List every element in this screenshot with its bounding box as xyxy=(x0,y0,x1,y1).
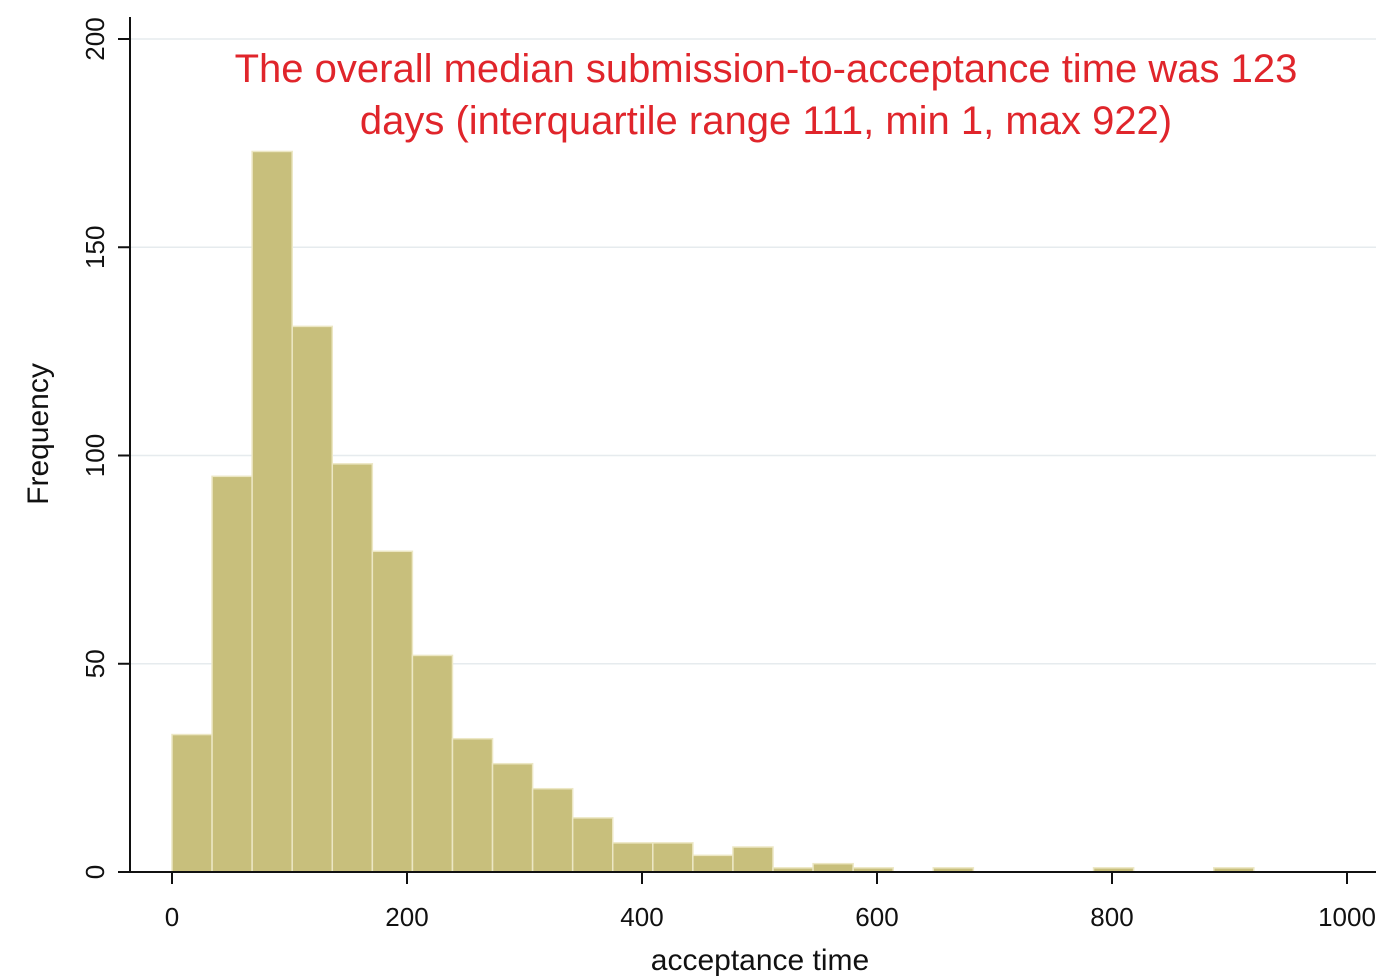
histogram-bar-13 xyxy=(692,854,734,873)
histogram-bar-4 xyxy=(331,463,374,873)
histogram-bar-7 xyxy=(451,737,494,873)
y-tick-label-0: 0 xyxy=(80,865,110,879)
axes xyxy=(129,17,1376,873)
y-tick-label-150: 150 xyxy=(80,226,110,269)
histogram-bar-11 xyxy=(611,842,654,873)
histogram-bar-5 xyxy=(371,550,414,873)
y-axis-title: Frequency xyxy=(22,363,55,505)
histogram-bar-16 xyxy=(812,862,854,873)
histogram-bar-6 xyxy=(411,654,454,873)
x-tick-label-400: 400 xyxy=(620,902,663,932)
y-tick-label-50: 50 xyxy=(80,649,110,678)
annotation-line-2: days (interquartile range 111, min 1, ma… xyxy=(360,99,1172,143)
histogram-bar-2 xyxy=(251,150,293,873)
histogram-bar-12 xyxy=(652,842,694,873)
histogram-bar-0 xyxy=(171,733,213,873)
histogram-bar-1 xyxy=(211,475,253,873)
x-tick-label-800: 800 xyxy=(1090,902,1133,932)
x-axis-title: acceptance time xyxy=(651,944,869,977)
histogram-bar-3 xyxy=(291,325,334,873)
x-tick-label-600: 600 xyxy=(855,902,898,932)
histogram-bars xyxy=(171,150,1255,873)
x-tick-label-1000: 1000 xyxy=(1318,902,1376,932)
annotation-line-1: The overall median submission-to-accepta… xyxy=(235,47,1298,91)
histogram-bar-8 xyxy=(491,762,534,873)
x-tick-label-200: 200 xyxy=(385,902,428,932)
gridlines xyxy=(130,38,1376,665)
x-tick-label-0: 0 xyxy=(165,902,179,932)
histogram-bar-9 xyxy=(531,787,574,873)
y-tick-label-100: 100 xyxy=(80,434,110,477)
histogram-bar-14 xyxy=(732,846,774,873)
y-tick-label-200: 200 xyxy=(80,17,110,60)
histogram-bar-10 xyxy=(571,817,614,873)
tick-marks-and-labels: 0 200 400 600 800 1000 0 50 100 150 200 xyxy=(80,17,1376,932)
